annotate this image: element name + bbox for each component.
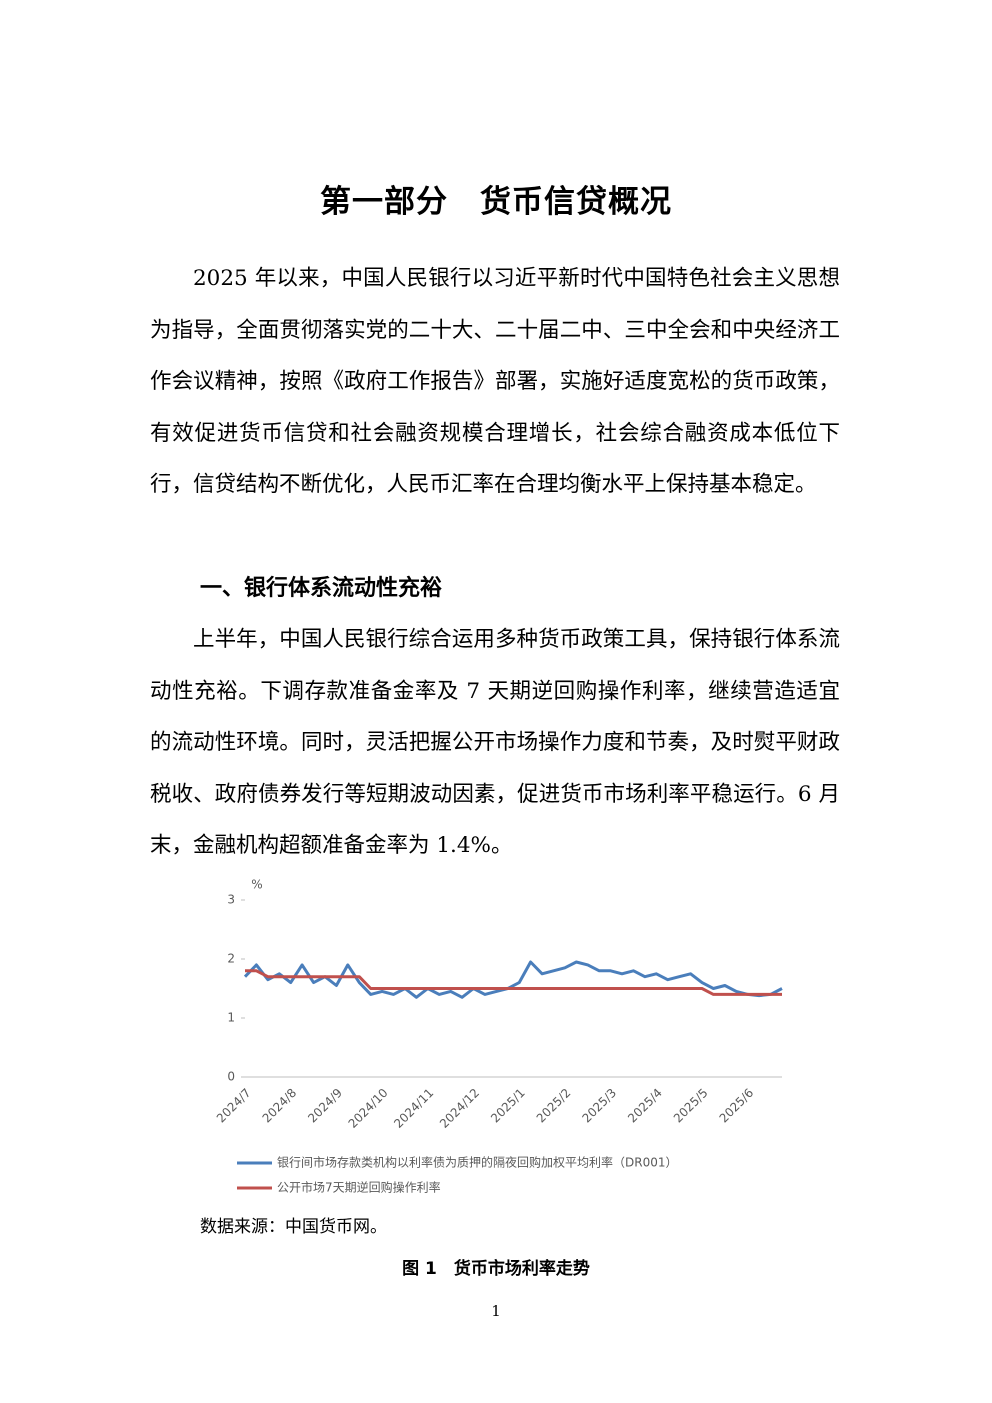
x-tick-label: 2024/12: [437, 1086, 482, 1131]
page-number: 1: [491, 1302, 501, 1320]
x-tick-label: 2024/9: [305, 1086, 345, 1126]
x-tick-label: 2025/2: [534, 1086, 574, 1126]
x-tick-label: 2024/10: [346, 1086, 391, 1131]
x-tick-label: 2025/1: [488, 1086, 528, 1126]
x-tick-label: 2024/8: [260, 1086, 300, 1126]
y-tick-label: 0: [227, 1070, 235, 1084]
x-tick-label: 2025/3: [579, 1086, 619, 1126]
figure-caption: 图 1 货币市场利率走势: [402, 1259, 590, 1279]
paragraph: 2025 年以来，中国人民银行以习近平新时代中国特色社会主义思想为指导，全面贯彻…: [150, 266, 840, 497]
x-tick-label: 2024/7: [214, 1086, 254, 1126]
page-title: 第一部分 货币信贷概况: [320, 184, 672, 220]
y-tick-label: 3: [227, 893, 235, 907]
y-tick-label: 1: [227, 1011, 235, 1025]
x-tick-label: 2025/5: [671, 1086, 711, 1126]
section-heading: 一、银行体系流动性充裕: [200, 576, 443, 601]
legend-label: 公开市场7天期逆回购操作利率: [277, 1180, 441, 1195]
data-line: [245, 969, 782, 996]
x-tick-label: 2024/11: [391, 1086, 436, 1131]
x-tick-label: 2025/6: [717, 1086, 757, 1126]
legend-label: 银行间市场存款类机构以利率债为质押的隔夜回购加权平均利率（DR001）: [277, 1155, 678, 1170]
data-line: [243, 960, 783, 999]
y-tick-label: 2: [227, 952, 235, 966]
y-axis-label: %: [251, 878, 262, 892]
paragraph: 上半年，中国人民银行综合运用多种货币政策工具，保持银行体系流动性充裕。下调存款准…: [150, 627, 840, 858]
x-tick-label: 2025/4: [625, 1086, 665, 1126]
data-source: 数据来源：中国货币网。: [200, 1217, 387, 1237]
